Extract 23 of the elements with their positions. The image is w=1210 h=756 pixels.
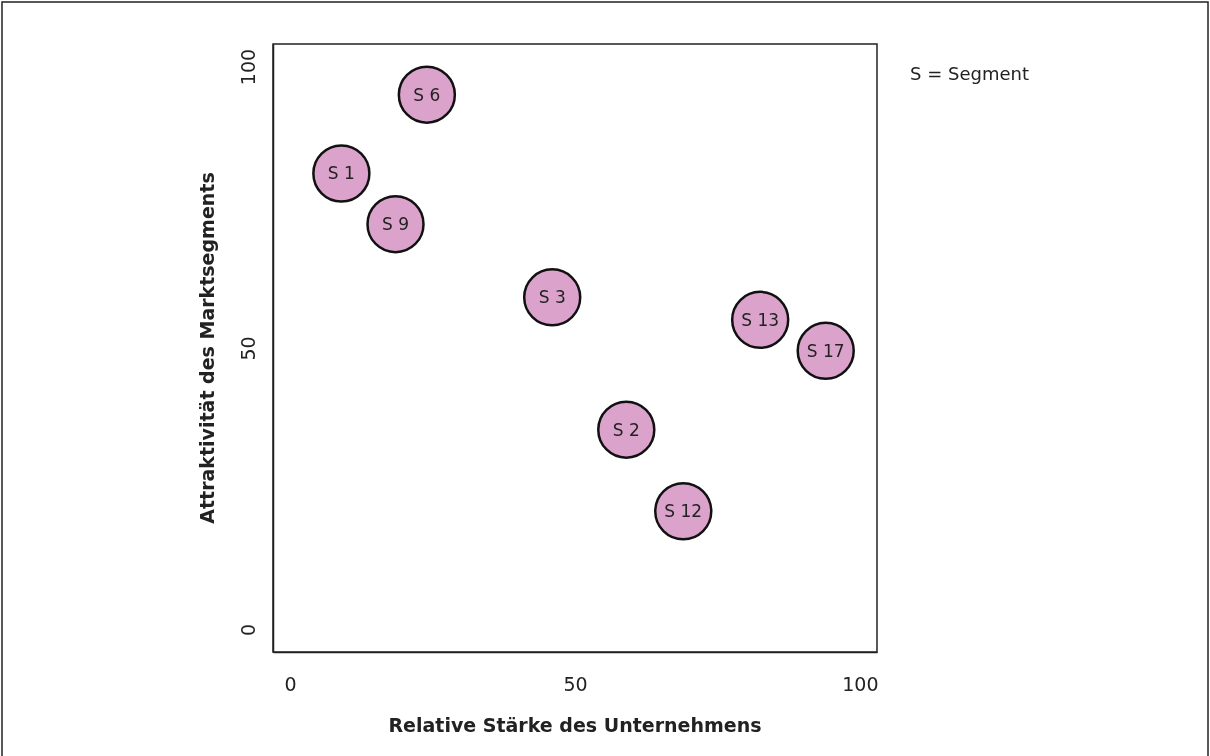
point (522, 268, 582, 327)
y-axis-title: Attraktivität des Marktsegments (196, 172, 218, 524)
series-label: S 13 (741, 309, 780, 330)
x-axis-title: Relative Stärke des Unternehmens (388, 714, 762, 736)
x-tick-label: 100 (842, 673, 879, 696)
point (312, 144, 371, 203)
series-label: S 1 (327, 163, 355, 184)
series-label: S 17 (806, 340, 845, 361)
point (597, 400, 656, 459)
series-label: S 6 (413, 84, 441, 105)
x-tick-label: 50 (563, 673, 588, 696)
point (397, 65, 457, 124)
series-label: S 9 (382, 214, 410, 235)
point (796, 321, 855, 381)
x-tick-label: 0 (284, 673, 297, 696)
y-tick-label: 0 (236, 623, 259, 637)
series-label: S 3 (538, 287, 566, 308)
y-tick-label: 100 (236, 48, 259, 86)
y-tick-label: 50 (236, 336, 259, 361)
text: S = Segment (910, 63, 1029, 84)
series-label: S 12 (664, 501, 703, 522)
series-label: S 2 (612, 419, 640, 440)
point (366, 194, 425, 254)
